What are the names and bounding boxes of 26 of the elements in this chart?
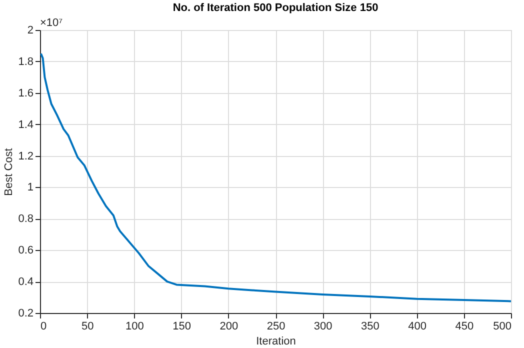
x-tick-label: 300 (314, 320, 332, 332)
x-tick-label: 400 (408, 320, 426, 332)
y-tick-label: 0.6 (18, 244, 34, 257)
x-tick-label: 250 (266, 320, 286, 332)
x-tick-label: 500 (493, 320, 512, 332)
y-tick-label: 1.4 (18, 118, 34, 131)
y-tick-label: 1.8 (18, 56, 34, 68)
x-tick-label: 150 (172, 320, 191, 332)
y-axis-title: Best Cost (3, 148, 16, 196)
y-tick-label: 1.2 (18, 150, 34, 162)
y-tick-label: 1.6 (18, 87, 34, 100)
x-tick-label: 50 (81, 320, 94, 332)
y-tick-label: 0.8 (18, 213, 34, 226)
chart-title: No. of Iteration 500 Population Size 150 (172, 2, 378, 14)
y-tick-label: 0.2 (18, 308, 34, 320)
x-tick-label: 0 (40, 320, 47, 332)
x-tick-label: 450 (455, 320, 474, 332)
x-tick-label: 100 (126, 320, 144, 332)
x-tick-label: 350 (361, 320, 380, 332)
y-tick-label: 0.4 (18, 276, 34, 288)
text: ×10⁷ (40, 17, 63, 29)
y-tick-label: 2 (27, 24, 34, 36)
y-tick-label: 1 (27, 182, 34, 194)
line-series (40, 52, 512, 302)
x-tick-label: 200 (220, 320, 238, 332)
x-axis-title: Iteration (256, 336, 296, 348)
